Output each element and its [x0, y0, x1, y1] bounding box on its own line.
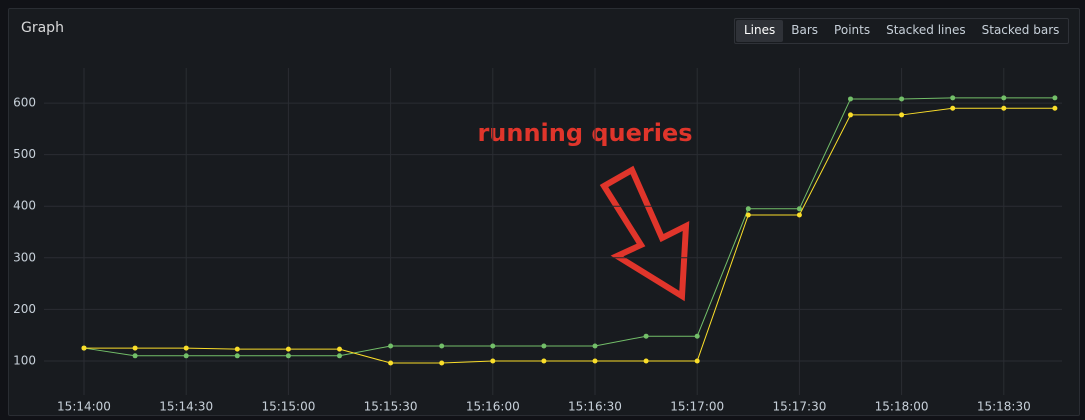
view-button[interactable]: Bars	[791, 23, 819, 37]
series-line	[83, 97, 1055, 357]
point	[234, 353, 240, 359]
point	[796, 206, 802, 212]
point	[337, 346, 342, 352]
annotation-arrow	[599, 165, 690, 302]
y-tick-label: 600	[13, 96, 36, 110]
point	[388, 343, 394, 349]
x-tick-label: 15:14:00	[57, 400, 111, 414]
x-tick-label: 15:16:00	[466, 400, 520, 414]
point	[541, 358, 547, 364]
point	[439, 343, 445, 349]
x-tick-label: 15:15:00	[261, 400, 315, 414]
point	[1052, 105, 1058, 111]
x-tick-label: 15:18:00	[875, 400, 929, 414]
series-line	[84, 107, 1055, 364]
x-tick-label: 15:18:30	[977, 400, 1031, 414]
point	[694, 333, 700, 339]
view-button[interactable]: Points	[834, 23, 871, 37]
view-button[interactable]: Stacked bars	[981, 23, 1060, 37]
x-tick-label: 15:17:00	[670, 400, 724, 414]
point	[694, 358, 700, 364]
point	[439, 360, 445, 366]
y-tick-label: 200	[13, 302, 36, 316]
point	[285, 353, 291, 359]
y-tick-label: 500	[13, 147, 36, 161]
point	[950, 105, 956, 111]
point	[1001, 95, 1007, 101]
x-tick-label: 15:16:30	[568, 400, 622, 414]
point	[541, 343, 547, 349]
point	[490, 343, 496, 349]
panel-title: Graph	[21, 20, 64, 36]
view-button[interactable]: Lines	[736, 20, 784, 42]
point	[796, 212, 802, 218]
point	[745, 212, 751, 218]
point	[745, 206, 751, 212]
point	[592, 343, 598, 349]
point	[81, 345, 87, 351]
point	[337, 353, 342, 359]
x-tick-label: 15:17:30	[772, 400, 826, 414]
x-tick-label: 15:15:30	[364, 400, 418, 414]
point	[592, 358, 598, 364]
point	[899, 112, 905, 118]
view-switcher: Lines Bars Points Stacked lines Stacked bars	[734, 18, 1070, 44]
point	[234, 346, 240, 352]
point	[132, 345, 138, 351]
point	[285, 346, 291, 352]
point	[183, 345, 189, 351]
point	[899, 96, 905, 102]
y-tick-label: 300	[13, 250, 36, 264]
point	[950, 95, 956, 101]
point	[848, 112, 853, 118]
point	[848, 96, 853, 102]
y-tick-label: 400	[13, 199, 36, 213]
annotation: running queries	[477, 119, 692, 147]
point	[388, 360, 394, 366]
point	[643, 358, 649, 364]
y-tick-label: 100	[13, 353, 36, 367]
point	[1001, 105, 1007, 111]
x-tick-label: 15:14:30	[159, 400, 213, 414]
point	[643, 333, 649, 339]
point	[490, 358, 496, 364]
point	[183, 353, 189, 359]
point	[1052, 95, 1058, 101]
view-button[interactable]: Stacked lines	[886, 23, 966, 37]
point	[132, 353, 138, 359]
